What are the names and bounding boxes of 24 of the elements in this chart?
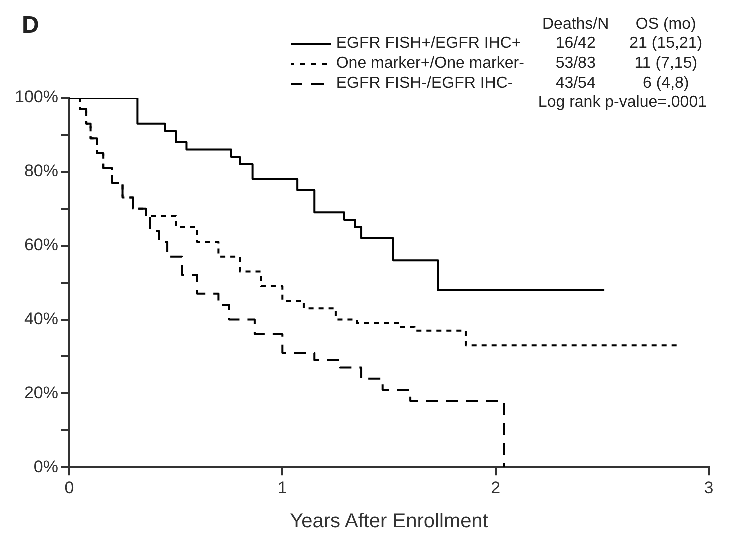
text: 21 (15,21) bbox=[628, 34, 704, 54]
x-tick-label: 2 bbox=[491, 478, 501, 498]
y-tick-label: 80% bbox=[24, 162, 58, 181]
text: 11 (7,15) bbox=[634, 54, 699, 74]
y-tick-label: 20% bbox=[24, 383, 58, 402]
x-axis-title: Years After Enrollment bbox=[290, 510, 489, 533]
legend-label: EGFR FISH+/EGFR IHC+ bbox=[335, 34, 522, 54]
x-tick-label: 3 bbox=[704, 478, 714, 498]
text: 43/54 bbox=[554, 74, 597, 94]
y-tick-label: 0% bbox=[34, 457, 58, 476]
text: OS (mo) bbox=[634, 16, 698, 34]
text: 16/42 bbox=[554, 34, 597, 54]
legend-label: EGFR FISH-/EGFR IHC- bbox=[335, 74, 514, 94]
chart-title: D bbox=[22, 12, 40, 40]
y-tick-label: 40% bbox=[24, 309, 58, 328]
text: 53/83 bbox=[554, 54, 597, 74]
y-tick-label: 100% bbox=[14, 88, 58, 107]
text: 6 (4,8) bbox=[642, 74, 690, 94]
legend-label: One marker+/One marker- bbox=[335, 54, 526, 74]
x-tick-label: 0 bbox=[64, 478, 74, 498]
x-tick-label: 1 bbox=[278, 478, 288, 498]
y-tick-label: 60% bbox=[24, 236, 58, 255]
text: Deaths/N bbox=[541, 16, 610, 34]
annotation: Log rank p-value=.0001 bbox=[537, 94, 708, 112]
